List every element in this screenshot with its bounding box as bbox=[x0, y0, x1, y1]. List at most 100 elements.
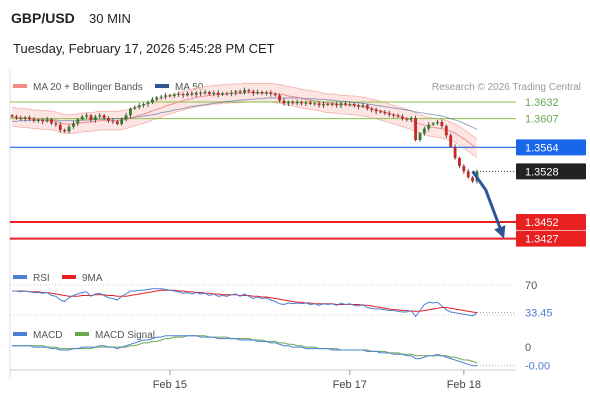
candle-body bbox=[216, 92, 220, 95]
forecast-arrow-head bbox=[494, 225, 506, 239]
candle-body bbox=[422, 128, 426, 134]
candle bbox=[199, 90, 203, 97]
candle-body bbox=[352, 104, 356, 106]
support-level-badge bbox=[516, 214, 586, 230]
candle-body bbox=[295, 102, 299, 104]
candle bbox=[234, 90, 238, 96]
resistance-level-label: 1.3607 bbox=[525, 114, 559, 126]
candle bbox=[32, 116, 36, 123]
candle bbox=[256, 89, 260, 95]
bollinger-upper-line bbox=[11, 82, 478, 140]
candle bbox=[10, 114, 14, 118]
candle bbox=[453, 144, 457, 160]
candle bbox=[282, 98, 286, 106]
candle-body bbox=[313, 103, 317, 105]
candle bbox=[89, 114, 93, 123]
candle bbox=[251, 89, 255, 97]
legend-swatch-ma50 bbox=[155, 84, 169, 88]
candle-body bbox=[115, 121, 119, 124]
candle bbox=[71, 120, 75, 129]
candle bbox=[80, 114, 84, 121]
candle bbox=[155, 96, 159, 102]
candle-body bbox=[32, 119, 36, 121]
candle-body bbox=[102, 115, 106, 118]
candle bbox=[291, 100, 295, 105]
candle-body bbox=[120, 119, 124, 124]
candle-body bbox=[137, 105, 141, 108]
candle bbox=[449, 133, 453, 148]
candle-body bbox=[89, 115, 93, 120]
candle bbox=[159, 94, 163, 100]
last-price-label: 1.3528 bbox=[525, 166, 559, 178]
candle bbox=[133, 105, 137, 110]
candle bbox=[330, 102, 334, 107]
candle bbox=[212, 90, 216, 97]
candle-body bbox=[186, 93, 189, 96]
candle-body bbox=[278, 95, 282, 101]
candle bbox=[150, 96, 154, 104]
candle bbox=[361, 102, 365, 108]
candle bbox=[14, 114, 18, 120]
candle-body bbox=[111, 120, 115, 122]
legend-ma50-label: MA 50 bbox=[175, 82, 204, 93]
resistance-level-label: 1.3632 bbox=[525, 97, 559, 109]
legend-swatch-macd-signal bbox=[75, 332, 89, 336]
candle-body bbox=[265, 92, 268, 94]
candle bbox=[418, 132, 422, 142]
candle bbox=[326, 102, 330, 106]
candle-body bbox=[133, 107, 137, 109]
ma50-line bbox=[12, 97, 478, 130]
candle-body bbox=[67, 126, 71, 132]
candle bbox=[98, 112, 102, 118]
candle-body bbox=[260, 92, 264, 94]
candle bbox=[120, 117, 124, 126]
candle-body bbox=[286, 102, 290, 104]
candle-body bbox=[63, 130, 67, 132]
candle-body bbox=[379, 111, 382, 113]
candle-body bbox=[339, 103, 343, 106]
candle-body bbox=[269, 92, 273, 94]
candle bbox=[308, 100, 312, 106]
candle-body bbox=[41, 120, 45, 122]
candle bbox=[352, 102, 356, 108]
candle-body bbox=[444, 126, 448, 136]
candle bbox=[273, 92, 277, 97]
candle bbox=[286, 100, 290, 107]
candle-body bbox=[107, 118, 110, 121]
candle-body bbox=[291, 102, 295, 104]
candle bbox=[164, 92, 167, 100]
candle-body bbox=[58, 124, 62, 130]
rsi-panel: 70 33.45 bbox=[10, 280, 553, 319]
macd-zero-label: 0 bbox=[525, 342, 531, 354]
candle bbox=[370, 106, 374, 113]
candle-body bbox=[427, 124, 431, 129]
forecast-arrow-shaft bbox=[471, 170, 505, 238]
legend-9ma-label: 9MA bbox=[82, 273, 103, 284]
candle-body bbox=[190, 93, 194, 95]
candle-body bbox=[76, 119, 80, 124]
candle-body bbox=[150, 99, 154, 103]
candle-body bbox=[458, 158, 461, 166]
candle bbox=[76, 118, 80, 127]
candle bbox=[265, 90, 268, 96]
candle-body bbox=[234, 91, 238, 93]
candle bbox=[177, 91, 181, 97]
candle bbox=[396, 113, 400, 118]
candle-body bbox=[23, 117, 27, 119]
candle-body bbox=[194, 92, 198, 95]
legend-macd-label: MACD bbox=[33, 330, 62, 341]
candle bbox=[383, 110, 387, 116]
candle bbox=[19, 115, 23, 121]
candle bbox=[225, 91, 229, 96]
candle bbox=[142, 102, 146, 108]
candle bbox=[229, 90, 233, 97]
legend-swatch-macd bbox=[13, 332, 27, 336]
legend-ma20-label: MA 20 + Bollinger Bands bbox=[33, 82, 143, 93]
candle bbox=[115, 120, 119, 126]
candle bbox=[93, 114, 97, 123]
candle-body bbox=[98, 115, 102, 117]
candle bbox=[247, 88, 251, 94]
candle-body bbox=[129, 108, 132, 116]
candle-body bbox=[300, 102, 303, 104]
legend-swatch-9ma bbox=[62, 275, 76, 279]
